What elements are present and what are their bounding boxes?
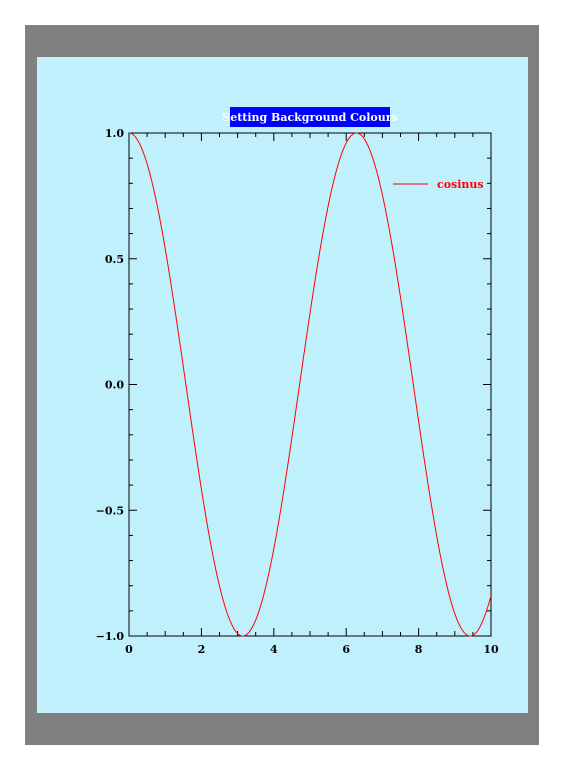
- y-tick-label: 0.5: [105, 253, 124, 266]
- x-tick-label: 10: [483, 643, 499, 656]
- y-tick-labels: 1.0 0.5 0.0 −0.5 −1.0: [96, 127, 125, 643]
- x-tick-label: 2: [198, 643, 206, 656]
- title-box: [230, 107, 390, 127]
- plot-frame: [128, 132, 492, 637]
- legend: cosinus: [393, 178, 484, 191]
- plot-background: [37, 57, 528, 713]
- x-tick-label: 8: [415, 643, 423, 656]
- y-tick-label: 0.0: [105, 379, 124, 392]
- x-tick-label: 4: [270, 643, 278, 656]
- y-tick-label: −0.5: [96, 504, 124, 517]
- y-tick-label: −1.0: [96, 630, 125, 643]
- chart-title: Setting Background Colours: [222, 111, 397, 124]
- y-tick-label: 1.0: [105, 127, 124, 140]
- series-line-cosinus: [128, 132, 492, 637]
- legend-label-cosinus: cosinus: [437, 178, 484, 191]
- x-tick-labels: 0 2 4 6 8 10: [125, 643, 499, 656]
- x-tick-label: 6: [342, 643, 350, 656]
- x-tick-label: 0: [125, 643, 133, 656]
- y-axis: [129, 132, 491, 637]
- x-axis: [128, 133, 492, 636]
